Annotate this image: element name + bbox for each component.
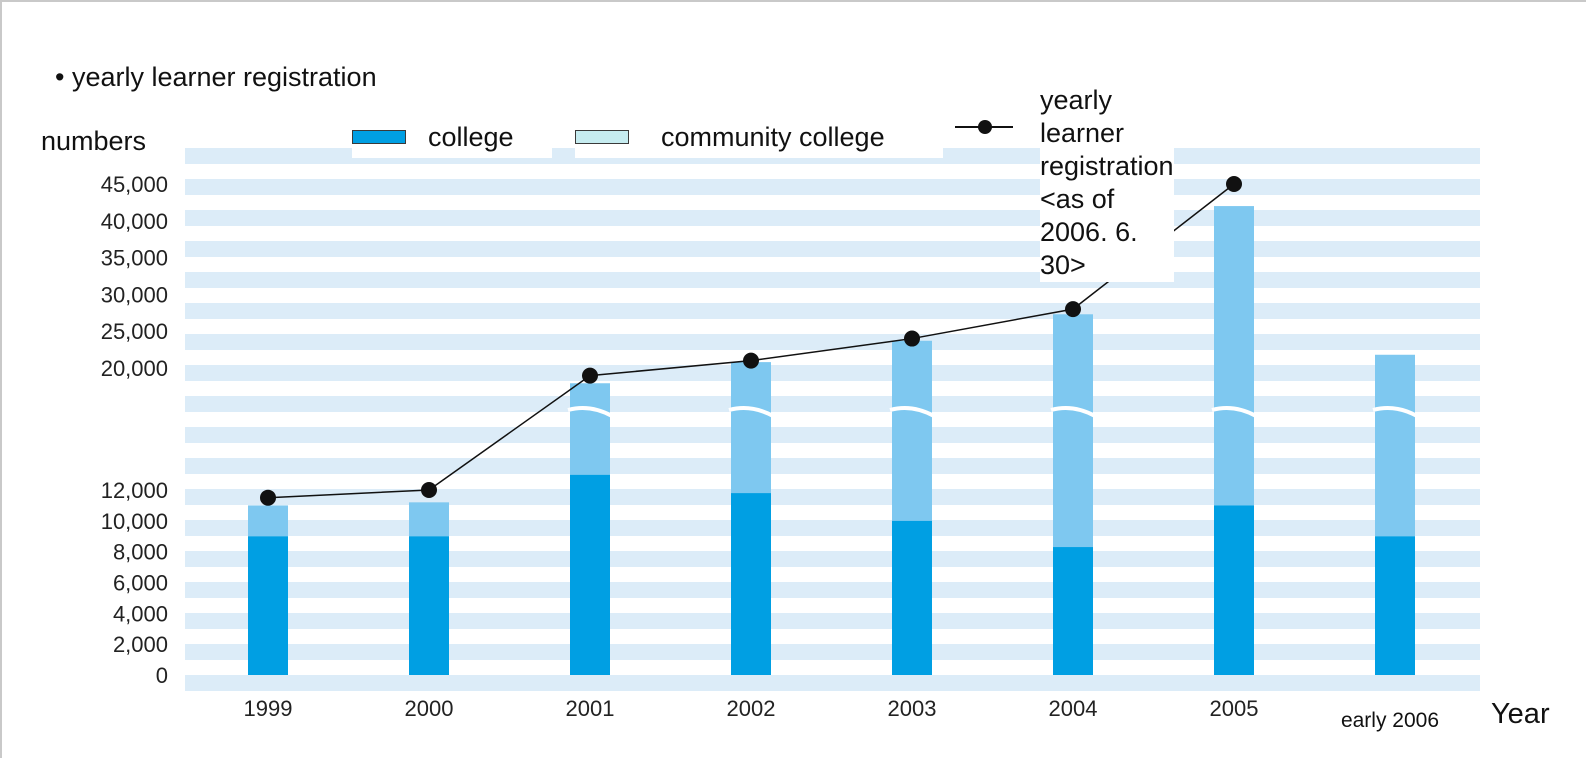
line-point-total [582, 367, 598, 384]
background-stripe [185, 272, 1480, 288]
line-point-total [743, 352, 759, 369]
bar-college [409, 536, 449, 675]
background-stripe [185, 241, 1480, 257]
y-tick-label: 45,000 [101, 172, 168, 197]
y-tick-label: 6,000 [113, 571, 168, 596]
x-tick-label: 2002 [727, 696, 776, 721]
line-point-total [1065, 301, 1081, 318]
line-point-total [904, 330, 920, 347]
legend-marker-total [978, 120, 992, 134]
bar-community-college [731, 362, 771, 494]
y-axis-label: numbers [41, 126, 147, 156]
y-tick-label: 20,000 [101, 356, 168, 381]
y-tick-label: 2,000 [113, 632, 168, 657]
legend-swatch-college [352, 130, 406, 144]
x-tick-label: 2005 [1210, 696, 1259, 721]
background-stripe [185, 551, 1480, 567]
background-stripe [185, 675, 1480, 691]
legend-item-community-college: community college [575, 116, 943, 158]
y-tick-label: 40,000 [101, 209, 168, 234]
line-point-total [260, 489, 276, 506]
background-stripe [185, 520, 1480, 536]
background-stripe [185, 489, 1480, 505]
line-point-total [1226, 176, 1242, 192]
background-stripe [185, 644, 1480, 660]
axis-break-mark [567, 406, 613, 418]
legend-label-college: college [428, 121, 514, 152]
x-tick-label: early 2006 [1341, 709, 1439, 732]
background-stripe [185, 365, 1480, 381]
bar-college [1053, 547, 1093, 675]
y-tick-label: 35,000 [101, 246, 168, 271]
x-tick-label: 2000 [405, 696, 454, 721]
background-stripe [185, 303, 1480, 319]
background-stripe [185, 334, 1480, 350]
bar-community-college [1214, 206, 1254, 506]
axis-break-mark [889, 406, 935, 418]
axis-break-mark [1050, 406, 1096, 418]
bar-college [570, 474, 610, 675]
axis-break-mark [728, 406, 774, 418]
background-stripe [185, 179, 1480, 195]
y-tick-label: 30,000 [101, 282, 168, 307]
bar-community-college [1375, 354, 1415, 537]
background-stripe [185, 613, 1480, 629]
y-tick-label: 4,000 [113, 601, 168, 626]
legend-swatch-community-college [575, 130, 629, 144]
bar-community-college [570, 383, 610, 475]
bar-community-college [409, 502, 449, 537]
legend-item-total: yearly learner registration <as of 2006.… [1040, 84, 1174, 282]
bar-college [1375, 536, 1415, 675]
background-stripe [185, 458, 1480, 474]
background-stripe [185, 210, 1480, 226]
y-tick-label: 12,000 [101, 478, 168, 503]
legend-label-total: yearly learner registration [1040, 85, 1174, 181]
bar-community-college [892, 340, 932, 521]
y-tick-label: 10,000 [101, 509, 168, 534]
background-stripe [185, 396, 1480, 412]
legend-label-total-note: <as of 2006. 6. 30> [1040, 184, 1138, 280]
y-tick-label: 25,000 [101, 319, 168, 344]
y-tick-label: 0 [156, 663, 168, 688]
bar-community-college [1053, 314, 1093, 548]
y-tick-label: 8,000 [113, 540, 168, 565]
legend-item-college: college [352, 116, 552, 158]
bar-college [248, 536, 288, 675]
bar-community-college [248, 505, 288, 537]
chart-subtitle: • yearly learner registration [55, 62, 377, 92]
background-stripe [185, 582, 1480, 598]
x-axis-label: Year [1491, 698, 1550, 730]
x-tick-label: 2001 [566, 696, 615, 721]
background-stripe [185, 427, 1480, 443]
plot-background [185, 148, 1480, 688]
x-tick-label: 1999 [244, 696, 293, 721]
x-tick-label: 2003 [888, 696, 937, 721]
axis-break-mark [1372, 406, 1418, 418]
bar-college [1214, 505, 1254, 675]
bar-college [731, 493, 771, 675]
line-point-total [421, 482, 437, 498]
x-tick-label: 2004 [1049, 696, 1098, 721]
axis-break-mark [1211, 406, 1257, 418]
bar-college [892, 520, 932, 675]
legend-label-community-college: community college [661, 121, 885, 152]
